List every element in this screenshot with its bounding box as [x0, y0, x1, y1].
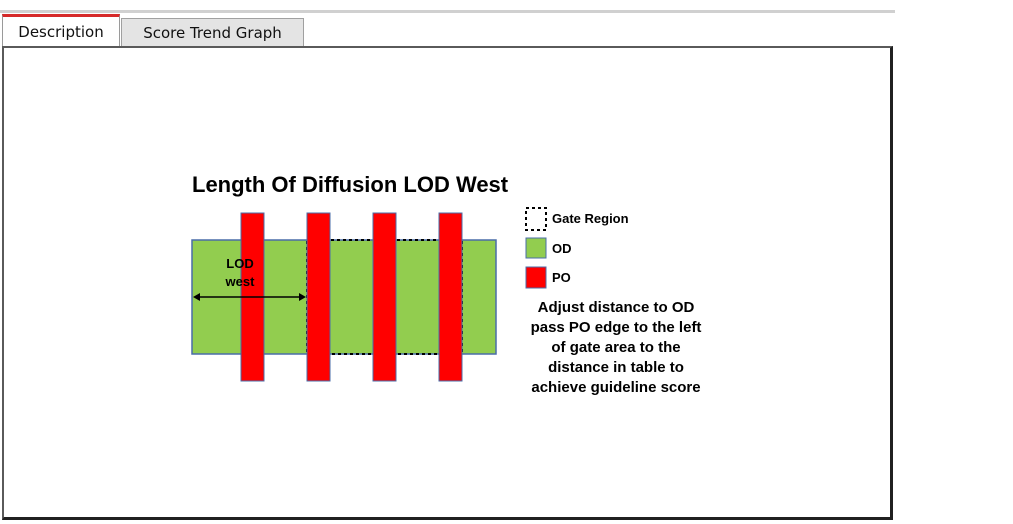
lod-dimension-arrow — [193, 293, 306, 301]
legend-od-swatch — [525, 237, 547, 259]
diagram-title: Length Of Diffusion LOD West — [192, 172, 509, 197]
note-line-1: Adjust distance to OD — [538, 299, 695, 316]
lod-west-diagram: Length Of Diffusion LOD West LOD west Ga… — [191, 172, 702, 396]
tab-bar: Description Score Trend Graph — [0, 12, 895, 46]
legend-gate-region-swatch — [525, 207, 547, 231]
legend-po-label: PO — [552, 270, 571, 285]
po-finger-2 — [306, 212, 331, 382]
lod-label-line2: west — [225, 274, 256, 289]
legend-od-label: OD — [552, 241, 572, 256]
legend-gate-region-label: Gate Region — [552, 211, 629, 226]
lod-label-line1: LOD — [226, 256, 253, 271]
note-line-3: of gate area to the — [551, 339, 680, 356]
tab-description[interactable]: Description — [2, 14, 120, 46]
note-line-2: pass PO edge to the left — [531, 319, 702, 336]
legend-po-swatch — [525, 266, 547, 289]
po-finger-4 — [438, 212, 463, 382]
note-line-5: achieve guideline score — [531, 379, 700, 396]
note-line-4: distance in table to — [548, 359, 684, 376]
po-finger-3 — [372, 212, 397, 382]
tab-strip-top-line — [0, 10, 895, 13]
description-panel: Length Of Diffusion LOD West LOD west Ga… — [2, 46, 893, 520]
tab-score-trend-graph[interactable]: Score Trend Graph — [121, 18, 304, 46]
